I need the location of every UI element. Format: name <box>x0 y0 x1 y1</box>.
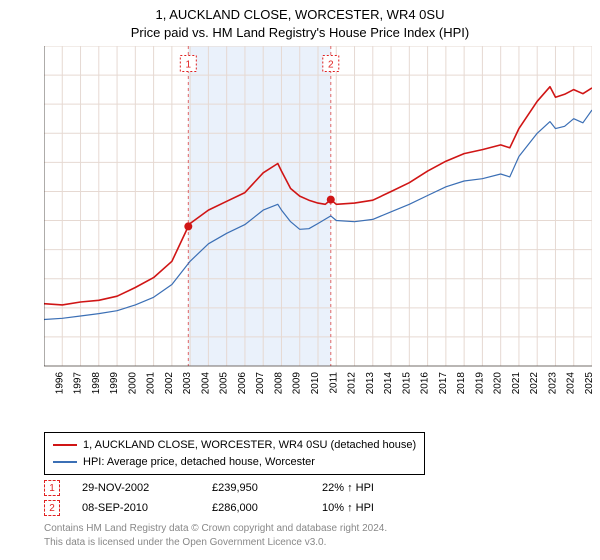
marker-badge: 1 <box>44 480 60 496</box>
footer: Contains HM Land Registry data © Crown c… <box>44 522 387 549</box>
svg-text:2000: 2000 <box>127 372 138 394</box>
svg-text:2008: 2008 <box>273 372 284 394</box>
svg-text:2017: 2017 <box>438 372 449 394</box>
svg-text:2010: 2010 <box>310 372 321 394</box>
svg-text:2020: 2020 <box>493 372 504 394</box>
svg-text:2016: 2016 <box>420 372 431 394</box>
title-line-1: 1, AUCKLAND CLOSE, WORCESTER, WR4 0SU <box>0 6 600 24</box>
svg-text:2004: 2004 <box>200 372 211 394</box>
legend: 1, AUCKLAND CLOSE, WORCESTER, WR4 0SU (d… <box>44 432 425 475</box>
svg-text:2005: 2005 <box>219 372 230 394</box>
svg-text:2022: 2022 <box>529 372 540 394</box>
chart-svg: £0£50K£100K£150K£200K£250K£300K£350K£400… <box>44 46 592 394</box>
svg-text:2018: 2018 <box>456 372 467 394</box>
marker-price: £286,000 <box>212 502 322 514</box>
marker-row: 1 29-NOV-2002£239,95022% ↑ HPI <box>44 478 422 498</box>
title-block: 1, AUCKLAND CLOSE, WORCESTER, WR4 0SU Pr… <box>0 0 600 41</box>
svg-text:2006: 2006 <box>237 372 248 394</box>
svg-text:2021: 2021 <box>511 372 522 394</box>
svg-text:1999: 1999 <box>109 372 120 394</box>
marker-delta: 10% ↑ HPI <box>322 502 422 514</box>
svg-text:1997: 1997 <box>73 372 84 394</box>
legend-label: 1, AUCKLAND CLOSE, WORCESTER, WR4 0SU (d… <box>83 437 416 454</box>
svg-text:2019: 2019 <box>474 372 485 394</box>
svg-text:2025: 2025 <box>584 372 592 394</box>
svg-text:2009: 2009 <box>292 372 303 394</box>
svg-text:2024: 2024 <box>566 372 577 394</box>
marker-row: 2 08-SEP-2010£286,00010% ↑ HPI <box>44 498 422 518</box>
marker-table: 1 29-NOV-2002£239,95022% ↑ HPI 2 08-SEP-201… <box>44 478 422 518</box>
svg-text:2003: 2003 <box>182 372 193 394</box>
legend-swatch <box>53 461 77 463</box>
legend-label: HPI: Average price, detached house, Worc… <box>83 454 315 471</box>
svg-text:2014: 2014 <box>383 372 394 394</box>
title-line-2: Price paid vs. HM Land Registry's House … <box>0 24 600 42</box>
svg-text:1995: 1995 <box>44 372 47 394</box>
svg-text:2015: 2015 <box>401 372 412 394</box>
svg-text:1998: 1998 <box>91 372 102 394</box>
svg-text:2: 2 <box>328 59 334 70</box>
marker-delta: 22% ↑ HPI <box>322 482 422 494</box>
footer-line-2: This data is licensed under the Open Gov… <box>44 536 387 550</box>
figure-root: 1, AUCKLAND CLOSE, WORCESTER, WR4 0SU Pr… <box>0 0 600 560</box>
legend-row: HPI: Average price, detached house, Worc… <box>53 454 416 471</box>
svg-text:2001: 2001 <box>146 372 157 394</box>
svg-text:2011: 2011 <box>328 372 339 394</box>
marker-date: 29-NOV-2002 <box>82 482 212 494</box>
chart: £0£50K£100K£150K£200K£250K£300K£350K£400… <box>44 46 592 394</box>
svg-text:1: 1 <box>186 59 192 70</box>
svg-text:2012: 2012 <box>347 372 358 394</box>
svg-text:1996: 1996 <box>54 372 65 394</box>
svg-text:2013: 2013 <box>365 372 376 394</box>
legend-row: 1, AUCKLAND CLOSE, WORCESTER, WR4 0SU (d… <box>53 437 416 454</box>
legend-swatch <box>53 444 77 446</box>
marker-date: 08-SEP-2010 <box>82 502 212 514</box>
marker-badge: 2 <box>44 500 60 516</box>
svg-text:2023: 2023 <box>547 372 558 394</box>
svg-text:2007: 2007 <box>255 372 266 394</box>
svg-text:2002: 2002 <box>164 372 175 394</box>
marker-price: £239,950 <box>212 482 322 494</box>
footer-line-1: Contains HM Land Registry data © Crown c… <box>44 522 387 536</box>
